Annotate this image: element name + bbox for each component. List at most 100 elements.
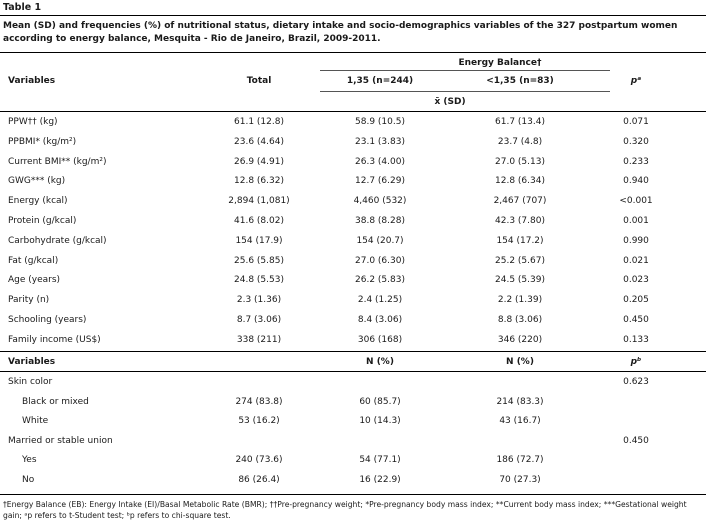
header-group1: 1,35 (n=244) <box>346 76 414 86</box>
group2-cell: 43 (16.7) <box>499 416 541 427</box>
variable-cell: Carbohydrate (g/kcal) <box>8 235 107 246</box>
group1-cell: 16 (22.9) <box>359 475 401 485</box>
group1-cell: 26.3 (4.00) <box>355 156 405 167</box>
group1-cell: 54 (77.1) <box>359 455 401 466</box>
variable-cell: White <box>22 416 49 427</box>
p-value-cell: 0.021 <box>623 255 649 266</box>
group1-cell: 4,460 (532) <box>353 196 407 207</box>
total-cell: 2,894 (1,081) <box>228 196 290 207</box>
cat-header-bottom-rule <box>0 371 706 372</box>
p-value-cell: <0.001 <box>619 196 653 207</box>
group1-cell: 38.8 (8.28) <box>355 216 405 226</box>
total-cell: 274 (83.8) <box>235 396 283 407</box>
variable-cell: No <box>22 475 35 485</box>
variable-cell: Energy (kcal) <box>8 196 68 207</box>
group1-cell: 27.0 (6.30) <box>355 255 405 266</box>
variable-cell: Parity (n) <box>8 295 50 306</box>
group2-cell: 24.5 (5.39) <box>495 275 545 286</box>
group1-cell: 306 (168) <box>357 334 403 345</box>
variable-cell: PPW†† (kg) <box>8 117 58 127</box>
group2-cell: 186 (72.7) <box>496 455 544 466</box>
variable-cell: Protein (g/kcal) <box>8 216 77 226</box>
group1-cell: 26.2 (5.83) <box>355 275 405 286</box>
variable-cell: Age (years) <box>8 275 61 286</box>
variable-cell: GWG*** (kg) <box>8 176 66 187</box>
p-value-cell: 0.071 <box>623 117 649 127</box>
variable-cell: Family income (US$) <box>8 334 101 345</box>
group2-cell: 346 (220) <box>497 334 543 345</box>
total-cell: 154 (17.9) <box>235 235 283 246</box>
cat-header-group2: N (%) <box>506 357 534 367</box>
p-value-cell: 0.001 <box>623 216 649 226</box>
group2-cell: 42.3 (7.80) <box>495 216 545 226</box>
total-cell: 26.9 (4.91) <box>234 156 284 167</box>
group2-cell: 23.7 (4.8) <box>497 136 543 147</box>
total-cell: 25.6 (5.85) <box>234 255 284 266</box>
p-value-cell: 0.205 <box>623 295 649 306</box>
p-value-cell: 0.990 <box>623 235 649 246</box>
header-p: pᵃ <box>630 76 642 86</box>
variable-cell: Skin color <box>8 377 53 387</box>
group1-cell: 23.1 (3.83) <box>355 136 405 147</box>
variable-cell: Married or stable union <box>8 435 113 446</box>
total-cell: 61.1 (12.8) <box>234 117 284 127</box>
total-cell: 23.6 (4.64) <box>234 136 284 147</box>
table-caption: Mean (SD) and frequencies (%) of nutriti… <box>3 21 678 44</box>
group2-cell: 12.8 (6.34) <box>495 176 545 187</box>
total-cell: 2.3 (1.36) <box>236 295 282 306</box>
cat-header-variables: Variables <box>8 357 56 367</box>
header-top-rule <box>0 52 706 53</box>
variable-cell: Schooling (years) <box>8 315 87 325</box>
total-cell: 8.7 (3.06) <box>236 315 282 325</box>
cat-header-group1: N (%) <box>366 357 394 367</box>
table-footnote: †Energy Balance (EB): Energy Intake (EI)… <box>3 500 687 520</box>
group1-cell: 58.9 (10.5) <box>355 117 405 127</box>
p-value-cell: 0.320 <box>623 136 649 147</box>
group2-cell: 70 (27.3) <box>499 475 541 485</box>
group2-cell: 61.7 (13.4) <box>495 117 545 127</box>
total-cell: 53 (16.2) <box>238 416 280 427</box>
header-bottom-rule <box>0 111 706 112</box>
total-cell: 86 (26.4) <box>238 475 280 485</box>
mean-sd-top-rule <box>320 91 610 92</box>
energy-balance-header: Energy Balance† <box>458 58 542 68</box>
top-rule <box>0 15 706 16</box>
group2-cell: 27.0 (5.13) <box>495 156 545 167</box>
variable-cell: Fat (g/kcal) <box>8 255 59 266</box>
total-cell: 338 (211) <box>236 334 282 345</box>
p-value-cell: 0.623 <box>623 377 649 387</box>
variable-cell: Black or mixed <box>22 396 89 407</box>
total-cell: 12.8 (6.32) <box>234 176 284 187</box>
section-top-rule <box>0 351 706 352</box>
p-value-cell: 0.450 <box>623 315 649 325</box>
group2-cell: 214 (83.3) <box>496 396 544 407</box>
variable-cell: Current BMI** (kg/m²) <box>8 156 107 167</box>
group2-cell: 154 (17.2) <box>496 235 544 246</box>
group1-cell: 154 (20.7) <box>356 235 404 246</box>
group2-cell: 8.8 (3.06) <box>497 315 543 325</box>
header-mean-sd: x̄ (SD) <box>434 97 466 107</box>
p-value-cell: 0.233 <box>623 156 649 167</box>
energy-balance-rule <box>320 70 610 71</box>
variable-cell: Yes <box>22 455 37 466</box>
group1-cell: 12.7 (6.29) <box>355 176 405 187</box>
group2-cell: 25.2 (5.67) <box>495 255 545 266</box>
group1-cell: 60 (85.7) <box>359 396 401 407</box>
header-total: Total <box>246 76 272 86</box>
group2-cell: 2,467 (707) <box>493 196 547 207</box>
group1-cell: 2.4 (1.25) <box>357 295 403 306</box>
total-cell: 24.8 (5.53) <box>234 275 284 286</box>
p-value-cell: 0.940 <box>623 176 649 187</box>
cat-header-p: pᵇ <box>630 357 642 367</box>
p-value-cell: 0.450 <box>623 435 649 446</box>
p-value-cell: 0.133 <box>623 334 649 345</box>
table-label: Table 1 <box>3 2 42 13</box>
header-group2: <1,35 (n=83) <box>486 76 554 86</box>
header-variables: Variables <box>8 76 56 86</box>
total-cell: 240 (73.6) <box>235 455 283 466</box>
group1-cell: 8.4 (3.06) <box>357 315 403 325</box>
p-value-cell: 0.023 <box>623 275 649 286</box>
total-cell: 41.6 (8.02) <box>234 216 284 226</box>
group2-cell: 2.2 (1.39) <box>497 295 543 306</box>
